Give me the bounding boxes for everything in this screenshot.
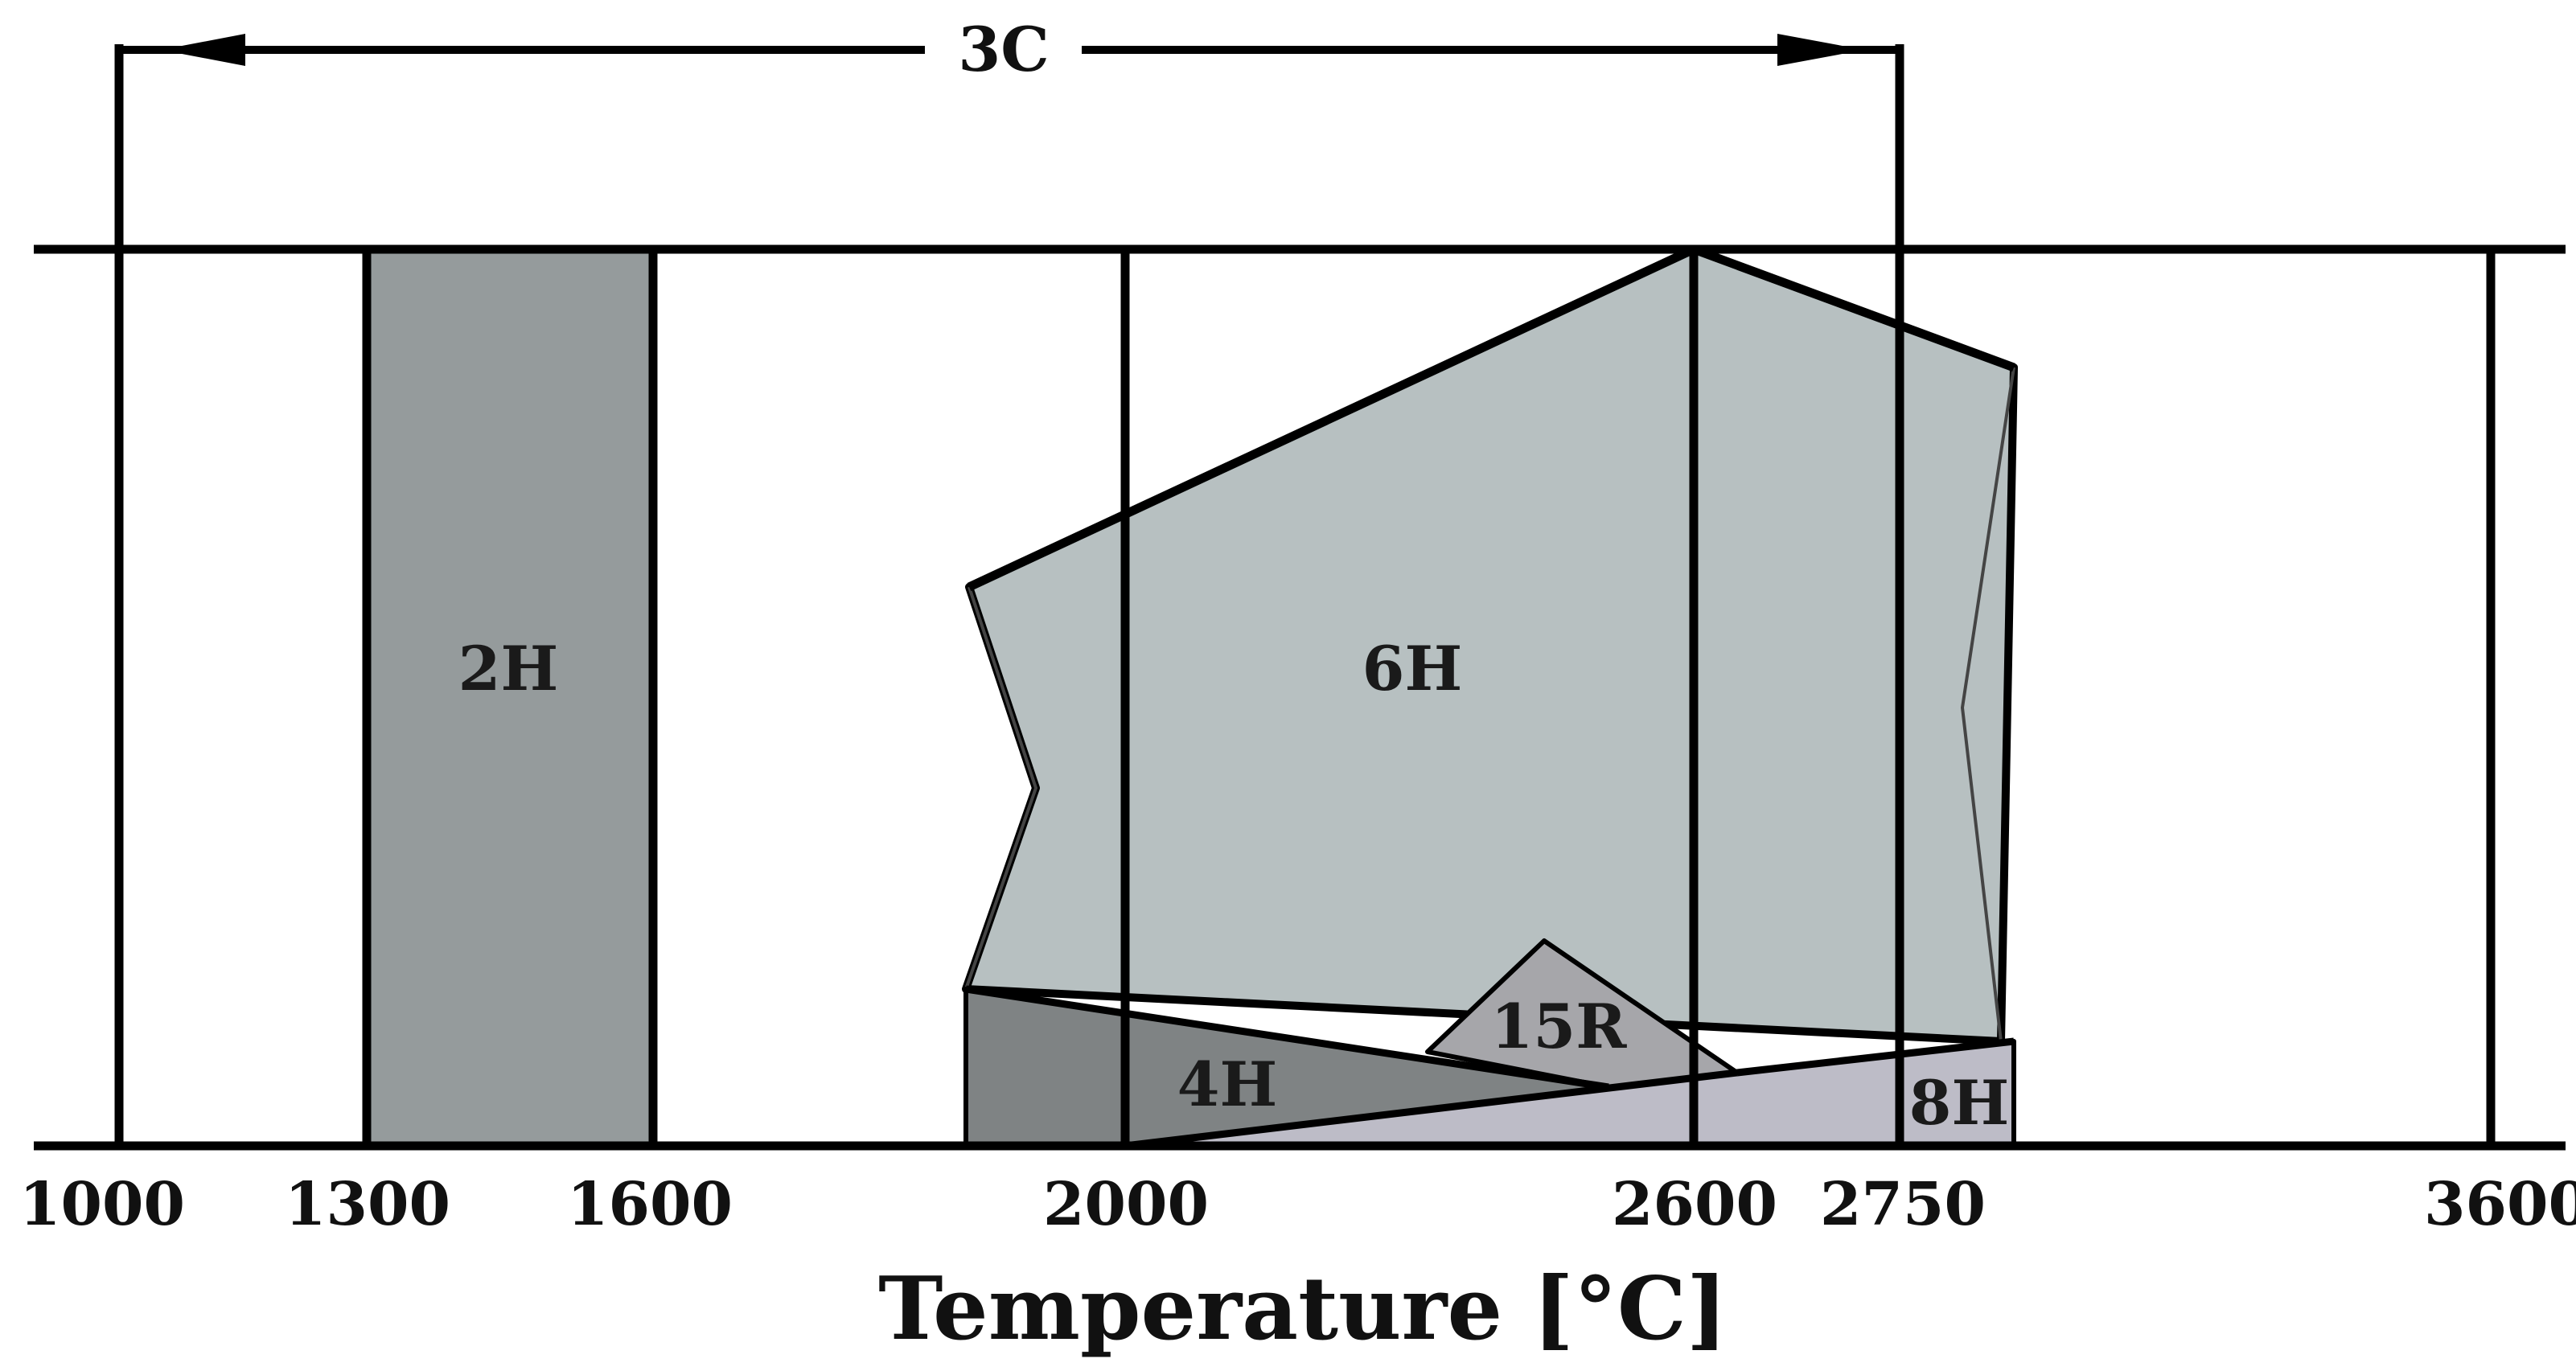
tick-label-1000: 1000 — [19, 1170, 185, 1239]
region-6H-right-edge — [1960, 367, 2015, 1042]
region-8H-label: 8H — [1909, 1067, 2010, 1139]
tick-label-2750: 2750 — [1820, 1170, 1986, 1239]
axis-title: Temperature [°C] — [878, 1258, 1728, 1360]
region-15R-label: 15R — [1491, 991, 1628, 1062]
range-arrow-label: 3C — [958, 14, 1049, 85]
tick-label-2600: 2600 — [1612, 1170, 1777, 1239]
region-4H-label: 4H — [1177, 1049, 1278, 1120]
tick-label-1600: 1600 — [567, 1170, 733, 1239]
6H-4H-boundary — [965, 985, 1609, 1091]
region-6H-left-edge — [964, 586, 1038, 990]
6H-top-left-edge — [967, 245, 1696, 591]
8H-6H-boundary — [1736, 1037, 2015, 1077]
region-6H-label: 6H — [1362, 633, 1463, 704]
region-2H-label: 2H — [458, 633, 559, 704]
range-arrow-right-head — [1777, 34, 1864, 66]
4H-8H-boundary — [1124, 1069, 1738, 1150]
region-2H — [367, 249, 653, 1146]
tick-label-2000: 2000 — [1043, 1170, 1209, 1239]
tick-label-1300: 1300 — [285, 1170, 450, 1239]
range-arrow-left-head — [161, 34, 245, 66]
6H-top-right-edge — [1692, 244, 2015, 372]
tick-label-3600: 3600 — [2424, 1170, 2576, 1239]
